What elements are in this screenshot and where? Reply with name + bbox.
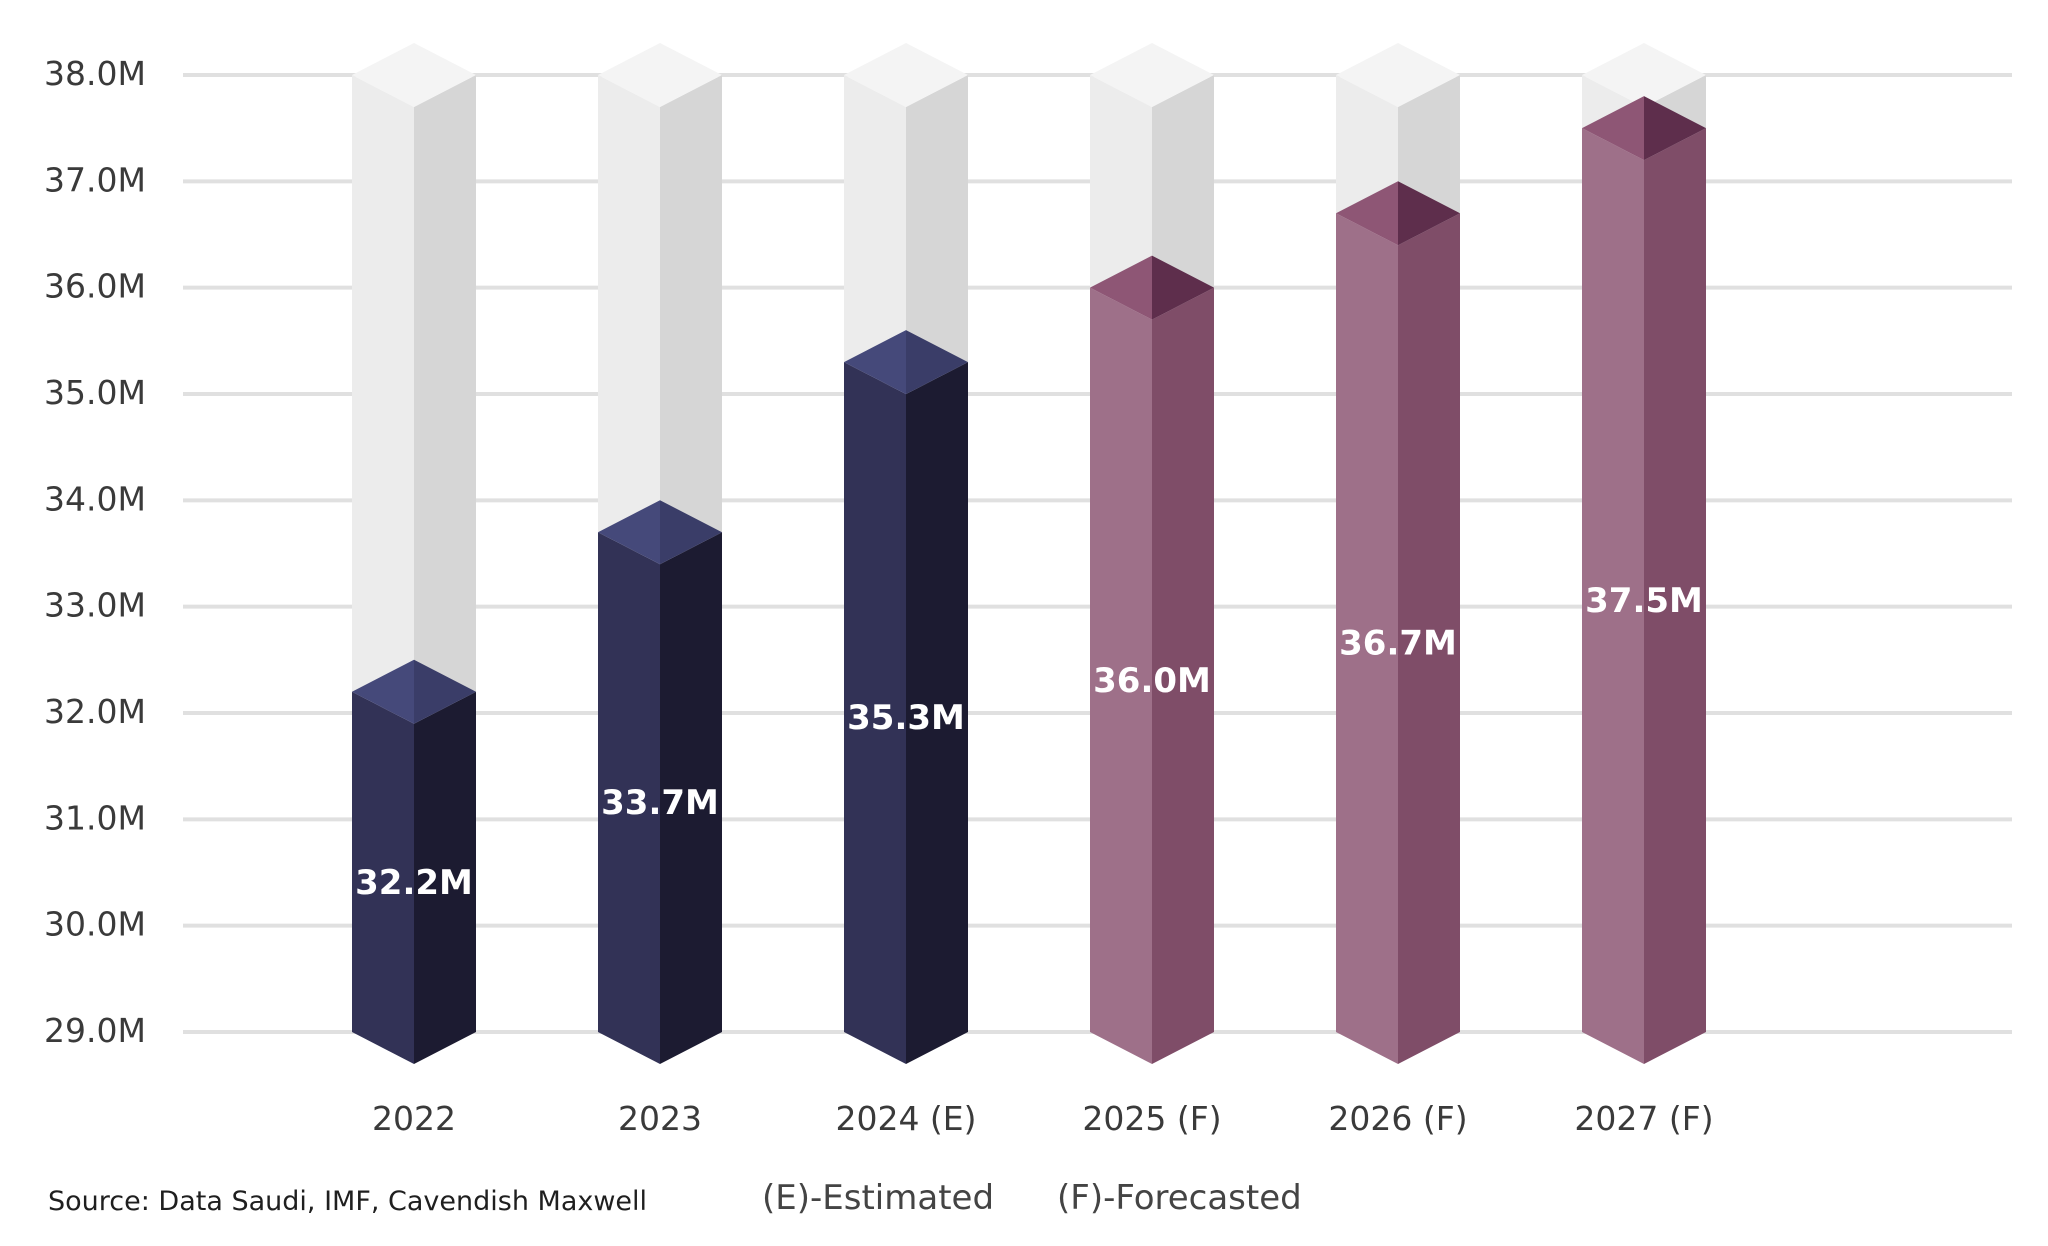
value-bar-top-right <box>1644 96 1706 161</box>
x-tick-label: 2024 (E) <box>835 1099 976 1138</box>
ghost-top-left <box>1090 43 1152 107</box>
bar-2027-f: 37.5M <box>1582 43 1706 1064</box>
bar-2022: 32.2M <box>352 43 476 1064</box>
value-bar-side-face <box>1644 128 1706 1064</box>
ghost-front-face <box>598 75 660 565</box>
value-bar-side-face <box>1152 287 1214 1065</box>
x-tick-label: 2026 (F) <box>1328 1099 1467 1138</box>
y-tick-label: 33.0M <box>44 586 146 625</box>
ghost-side-face <box>660 75 722 565</box>
ghost-side-face <box>906 75 968 395</box>
y-tick-label: 38.0M <box>44 54 146 93</box>
value-bar-front-face <box>1336 213 1398 1064</box>
ghost-front-face <box>1090 75 1152 320</box>
data-label: 33.7M <box>601 783 719 823</box>
value-bar-top-left <box>1090 255 1152 320</box>
data-label: 36.7M <box>1339 624 1457 664</box>
value-bar-top-right <box>414 659 476 724</box>
value-bar-side-face <box>414 691 476 1064</box>
data-label: 37.5M <box>1585 581 1703 621</box>
ghost-top-left <box>598 43 660 107</box>
value-bar-front-face <box>598 532 660 1064</box>
ghost-top-right <box>1644 43 1706 107</box>
ghost-top-left <box>1582 43 1644 107</box>
value-bar-front-face <box>352 691 414 1064</box>
y-tick-label: 32.0M <box>44 692 146 731</box>
ghost-top-left <box>844 43 906 107</box>
x-tick-label: 2023 <box>618 1099 702 1138</box>
ghost-front-face <box>844 75 906 395</box>
value-bar-top-left <box>352 659 414 724</box>
value-bar-top-left <box>598 500 660 565</box>
x-axis-tick-labels: 2022 2023 2024 (E) 2025 (F) 2026 (F) 2027 (F) <box>372 1099 1714 1138</box>
y-tick-label: 36.0M <box>44 267 146 306</box>
ghost-front-face <box>352 75 414 724</box>
value-bar-front-face <box>1090 287 1152 1065</box>
value-bar-side-face <box>660 532 722 1064</box>
value-bar-top-left <box>1582 96 1644 161</box>
value-bar-top-right <box>906 330 968 395</box>
chart-footer: Source: Data Saudi, IMF, Cavendish Maxwe… <box>0 1178 2048 1228</box>
value-bar-side-face <box>1398 213 1460 1064</box>
y-tick-label: 29.0M <box>44 1011 146 1050</box>
ghost-top-left <box>352 43 414 107</box>
bar-2026-f: 36.7M <box>1336 43 1460 1064</box>
source-note: Source: Data Saudi, IMF, Cavendish Maxwe… <box>48 1186 648 1217</box>
x-tick-label: 2027 (F) <box>1574 1099 1713 1138</box>
value-bar-top-right <box>1152 255 1214 320</box>
value-bar-top-left <box>844 330 906 395</box>
ghost-top-right <box>1152 43 1214 107</box>
bar-2024-e: 35.3M <box>844 43 968 1065</box>
y-tick-label: 31.0M <box>44 798 146 837</box>
y-tick-label: 37.0M <box>44 160 146 199</box>
y-tick-label: 35.0M <box>44 373 146 412</box>
value-bar-top-left <box>1336 181 1398 246</box>
value-bar-top-right <box>660 500 722 565</box>
value-bar-front-face <box>844 362 906 1065</box>
ghost-top-left <box>1336 43 1398 107</box>
x-tick-label: 2022 <box>372 1099 456 1138</box>
ghost-top-right <box>660 43 722 107</box>
data-label: 36.0M <box>1093 661 1211 701</box>
estimated-note: (E)-Estimated <box>762 1178 995 1218</box>
ghost-top-right <box>906 43 968 107</box>
ghost-top-right <box>414 43 476 107</box>
value-bar-front-face <box>1582 128 1644 1064</box>
x-tick-label: 2025 (F) <box>1082 1099 1221 1138</box>
data-label: 32.2M <box>355 863 473 903</box>
y-tick-label: 30.0M <box>44 905 146 944</box>
bar-2025-f: 36.0M <box>1090 43 1214 1065</box>
bar-2023: 33.7M <box>598 43 722 1064</box>
value-bar-side-face <box>906 362 968 1065</box>
bars: 32.2M 33.7M 35.3M 36.0M 36.7M 37.5M <box>352 43 1706 1065</box>
ghost-top-right <box>1398 43 1460 107</box>
value-bar-top-right <box>1398 181 1460 246</box>
ghost-side-face <box>1152 75 1214 320</box>
data-label: 35.3M <box>847 698 965 738</box>
y-tick-label: 34.0M <box>44 479 146 518</box>
y-axis-tick-labels: 38.0M 37.0M 36.0M 35.0M 34.0M 33.0M 32.0M 31.0M… <box>44 54 146 1050</box>
forecasted-note: (F)-Forecasted <box>1057 1178 1302 1218</box>
ghost-side-face <box>414 75 476 724</box>
